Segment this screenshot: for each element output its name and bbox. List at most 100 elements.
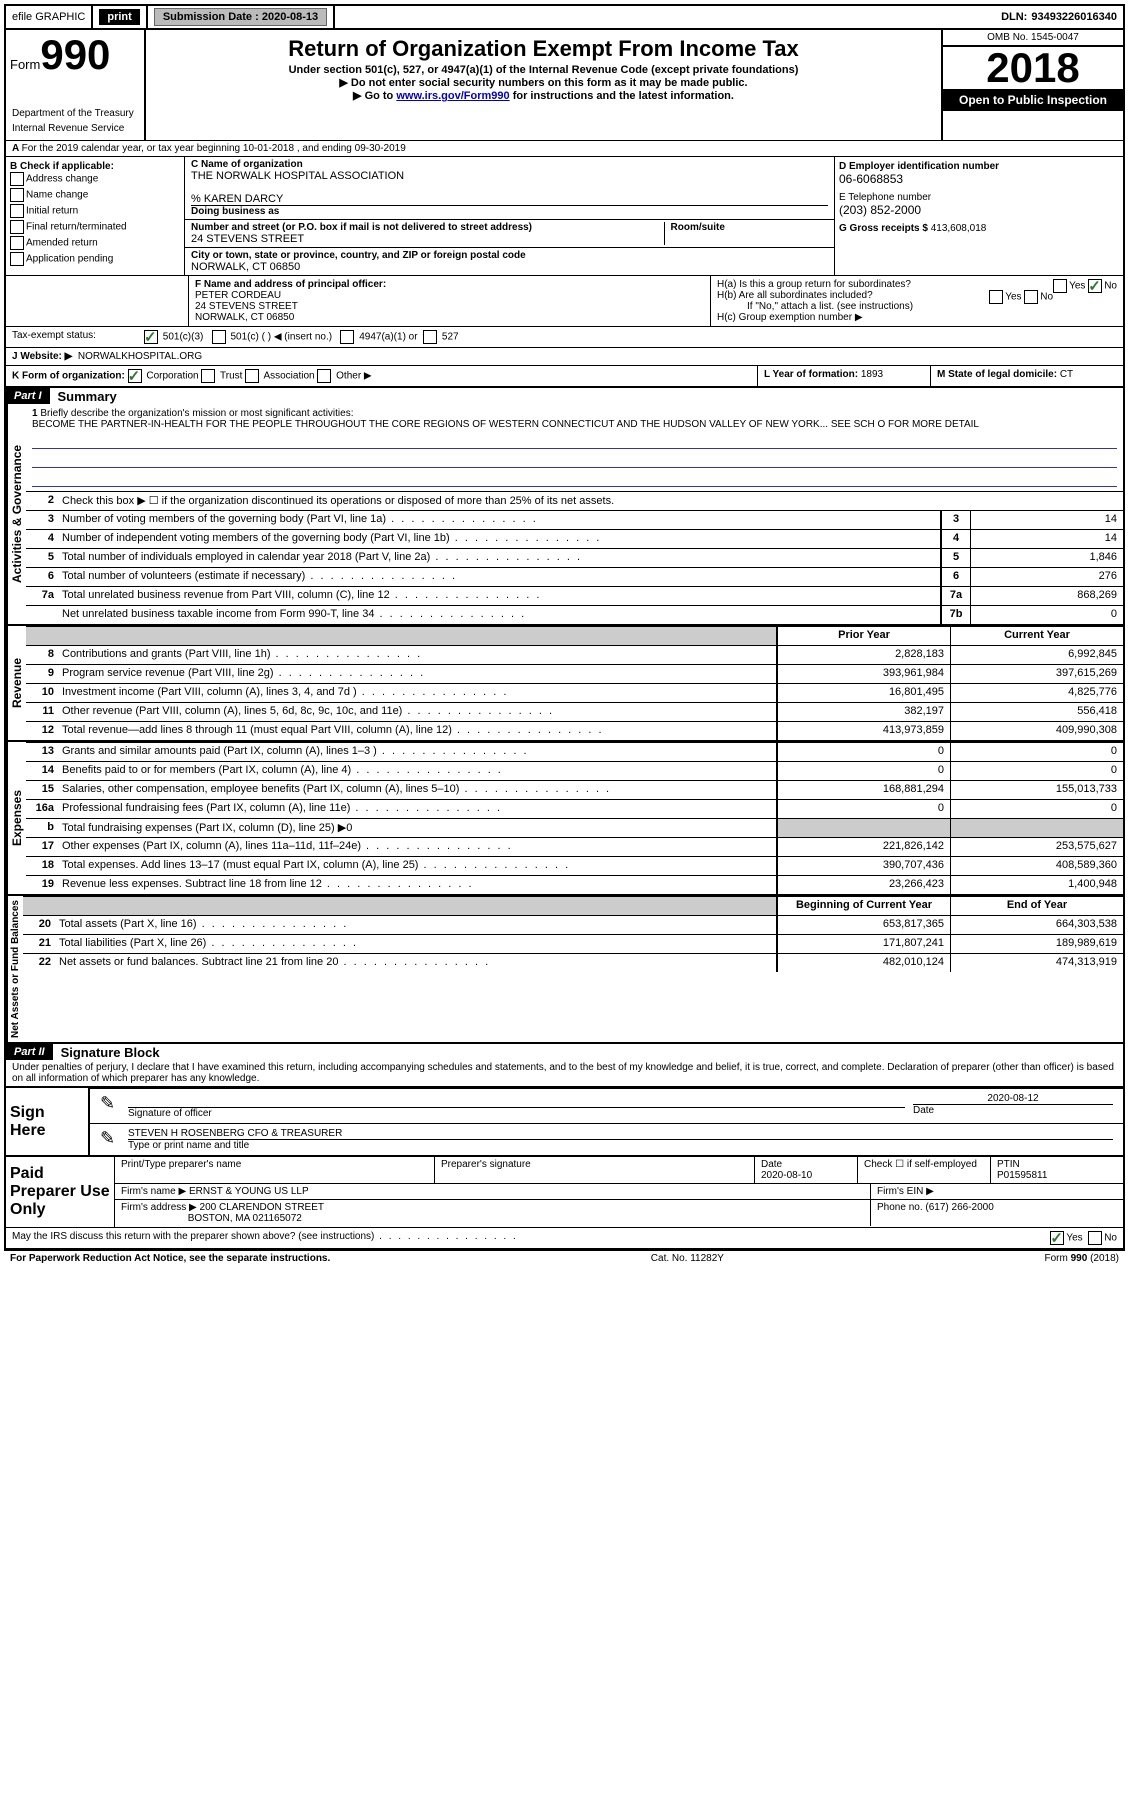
cb-address-change[interactable]: Address change bbox=[10, 172, 180, 186]
part1-title: Summary bbox=[58, 389, 117, 404]
table-row: 4 Number of independent voting members o… bbox=[26, 529, 1123, 548]
care-of: % KAREN DARCY bbox=[191, 193, 828, 206]
cb-amended-return[interactable]: Amended return bbox=[10, 236, 180, 250]
cb-trust[interactable] bbox=[201, 369, 215, 383]
d-label: D Employer identification number bbox=[839, 161, 999, 172]
officer-addr2: NORWALK, CT 06850 bbox=[195, 312, 294, 323]
dln-label: DLN: bbox=[1001, 11, 1027, 23]
mission-text: BECOME THE PARTNER-IN-HEALTH FOR THE PEO… bbox=[32, 419, 979, 430]
dept-treasury: Department of the Treasury bbox=[10, 106, 140, 121]
subtitle-1: Under section 501(c), 527, or 4947(a)(1)… bbox=[150, 64, 937, 76]
footer-mid: Cat. No. 11282Y bbox=[651, 1253, 724, 1264]
row-desc: Grants and similar amounts paid (Part IX… bbox=[58, 743, 776, 761]
table-row: 6 Total number of volunteers (estimate i… bbox=[26, 567, 1123, 586]
row-desc: Total expenses. Add lines 13–17 (must eq… bbox=[58, 857, 776, 875]
row-desc: Net unrelated business taxable income fr… bbox=[58, 606, 940, 624]
cb-527[interactable] bbox=[423, 330, 437, 344]
q2-row: 2 Check this box ▶ ☐ if the organization… bbox=[26, 491, 1123, 510]
phone-value: (203) 852-2000 bbox=[839, 203, 921, 217]
print-button[interactable]: print bbox=[99, 9, 139, 25]
officer-name: PETER CORDEAU bbox=[195, 290, 281, 301]
cb-discuss-yes[interactable] bbox=[1050, 1231, 1064, 1245]
title-cell: Return of Organization Exempt From Incom… bbox=[146, 30, 943, 140]
sig-arrow-icon: ✎ bbox=[96, 1091, 124, 1121]
cb-501c3[interactable] bbox=[144, 330, 158, 344]
tax-status-label: Tax-exempt status: bbox=[6, 327, 138, 347]
table-row: 7a Total unrelated business revenue from… bbox=[26, 586, 1123, 605]
city-row: City or town, state or province, country… bbox=[185, 248, 834, 275]
tax-period: For the 2019 calendar year, or tax year … bbox=[22, 143, 406, 154]
cb-assoc[interactable] bbox=[245, 369, 259, 383]
table-row: 3 Number of voting members of the govern… bbox=[26, 510, 1123, 529]
table-row: 15 Salaries, other compensation, employe… bbox=[26, 780, 1123, 799]
form-container: Form990 Department of the Treasury Inter… bbox=[4, 30, 1125, 1250]
row-desc: Net assets or fund balances. Subtract li… bbox=[55, 954, 776, 972]
officer-addr1: 24 STEVENS STREET bbox=[195, 301, 298, 312]
cb-501c[interactable] bbox=[212, 330, 226, 344]
ptin-value: P01595811 bbox=[997, 1170, 1047, 1181]
row-desc: Number of voting members of the governin… bbox=[58, 511, 940, 529]
cb-other[interactable] bbox=[317, 369, 331, 383]
subtitle-2: ▶ Do not enter social security numbers o… bbox=[150, 76, 937, 89]
vlabel-netassets: Net Assets or Fund Balances bbox=[6, 896, 23, 1042]
room-label: Room/suite bbox=[671, 222, 829, 233]
street-label: Number and street (or P.O. box if mail i… bbox=[191, 222, 664, 233]
prep-row-2: Firm's name ▶ ERNST & YOUNG US LLP Firm'… bbox=[115, 1184, 1123, 1200]
section-bcdeg: B Check if applicable: Address change Na… bbox=[6, 156, 1123, 275]
form-word: Form bbox=[10, 57, 40, 72]
form-title: Return of Organization Exempt From Incom… bbox=[150, 36, 937, 62]
cb-corp[interactable] bbox=[128, 369, 142, 383]
l-label: L Year of formation: bbox=[764, 369, 858, 380]
sig-date-label: Date bbox=[913, 1105, 934, 1116]
cb-final-return[interactable]: Final return/terminated bbox=[10, 220, 180, 234]
vlabel-revenue: Revenue bbox=[6, 626, 26, 740]
table-row: 5 Total number of individuals employed i… bbox=[26, 548, 1123, 567]
h-box: H(a) Is this a group return for subordin… bbox=[711, 276, 1123, 326]
preparer-block: Paid Preparer Use Only Print/Type prepar… bbox=[6, 1155, 1123, 1227]
cb-name-change[interactable]: Name change bbox=[10, 188, 180, 202]
g-box: G Gross receipts $ 413,608,018 bbox=[839, 223, 1119, 234]
sig-arrow-icon-2: ✎ bbox=[96, 1126, 124, 1153]
submission-button[interactable]: Submission Date : 2020-08-13 bbox=[154, 8, 327, 26]
cb-discuss-no[interactable] bbox=[1088, 1231, 1102, 1245]
vlabel-governance: Activities & Governance bbox=[6, 404, 26, 624]
street-value: 24 STEVENS STREET bbox=[191, 233, 664, 245]
ha-row: H(a) Is this a group return for subordin… bbox=[717, 279, 1117, 290]
print-button-cell: print bbox=[93, 6, 147, 28]
tax-year: 2018 bbox=[943, 47, 1123, 89]
row-16b: b Total fundraising expenses (Part IX, c… bbox=[26, 818, 1123, 837]
table-row: 19 Revenue less expenses. Subtract line … bbox=[26, 875, 1123, 894]
type-name-label: Type or print name and title bbox=[128, 1140, 249, 1151]
eoy-hdr: End of Year bbox=[950, 897, 1123, 915]
e-box: E Telephone number (203) 852-2000 bbox=[839, 192, 1119, 217]
row-desc: Professional fundraising fees (Part IX, … bbox=[58, 800, 776, 818]
row-desc: Total liabilities (Part X, line 26) bbox=[55, 935, 776, 953]
footer-right: Form 990 (2018) bbox=[1045, 1253, 1119, 1264]
cb-4947[interactable] bbox=[340, 330, 354, 344]
q2-text: Check this box ▶ ☐ if the organization d… bbox=[58, 492, 1123, 510]
open-public-label: Open to Public Inspection bbox=[943, 89, 1123, 111]
table-row: 17 Other expenses (Part IX, column (A), … bbox=[26, 837, 1123, 856]
city-value: NORWALK, CT 06850 bbox=[191, 261, 828, 273]
cb-initial-return[interactable]: Initial return bbox=[10, 204, 180, 218]
cb-app-pending[interactable]: Application pending bbox=[10, 252, 180, 266]
preparer-label: Paid Preparer Use Only bbox=[6, 1157, 114, 1227]
prep-row-1: Print/Type preparer's name Preparer's si… bbox=[115, 1157, 1123, 1184]
row-desc: Total number of individuals employed in … bbox=[58, 549, 940, 567]
dba-label: Doing business as bbox=[191, 206, 828, 217]
table-row: 13 Grants and similar amounts paid (Part… bbox=[26, 742, 1123, 761]
row-desc: Salaries, other compensation, employee b… bbox=[58, 781, 776, 799]
discuss-no: No bbox=[1104, 1233, 1117, 1244]
form-990-label: Form990 bbox=[10, 34, 140, 76]
q1-text: Briefly describe the organization's miss… bbox=[40, 408, 353, 419]
irs-link[interactable]: www.irs.gov/Form990 bbox=[396, 90, 509, 102]
form-header: Form990 Department of the Treasury Inter… bbox=[6, 30, 1123, 140]
prep-selfemp: Check ☐ if self-employed bbox=[858, 1157, 991, 1183]
revenue-block: Revenue Prior Year Current Year 8 Contri… bbox=[6, 624, 1123, 740]
m-label: M State of legal domicile: bbox=[937, 369, 1057, 380]
sig-date-value: 2020-08-12 bbox=[913, 1093, 1113, 1104]
row-desc: Number of independent voting members of … bbox=[58, 530, 940, 548]
row-16b-desc: Total fundraising expenses (Part IX, col… bbox=[58, 819, 776, 837]
prep-date-value: 2020-08-10 bbox=[761, 1170, 812, 1181]
year-cell: OMB No. 1545-0047 2018 Open to Public In… bbox=[943, 30, 1123, 140]
